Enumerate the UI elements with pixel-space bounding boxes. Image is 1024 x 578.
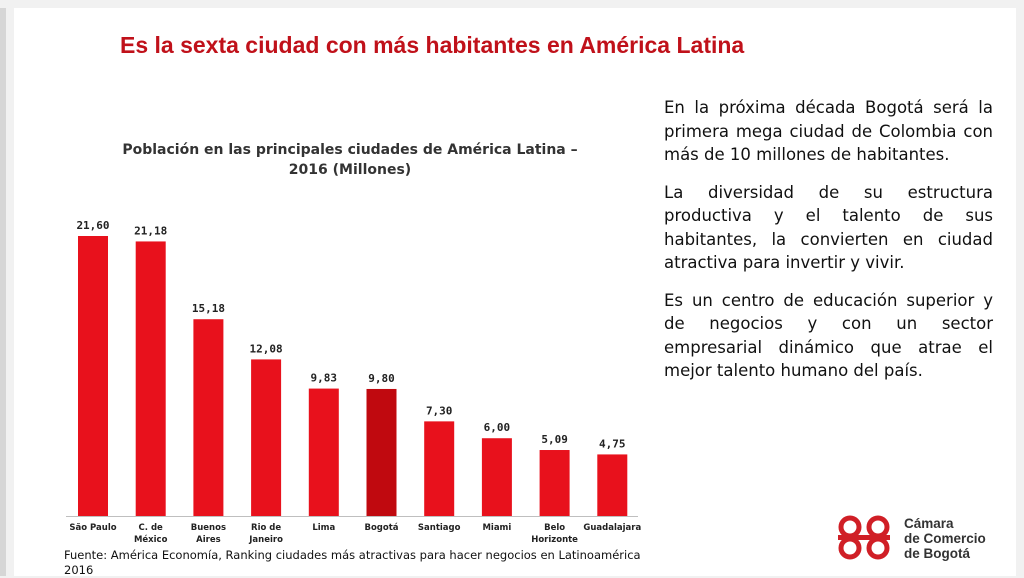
bar-2 — [193, 319, 224, 516]
source-note: Fuente: América Economía, Ranking ciudad… — [64, 548, 641, 577]
body-text: En la próxima década Bogotá será la prim… — [664, 96, 993, 397]
chart-title: Población en las principales ciudades de… — [95, 140, 605, 180]
category-label-3-line-2: Janeiro — [248, 535, 283, 545]
bar-0 — [78, 236, 108, 516]
slide-canvas — [14, 8, 1016, 576]
category-label-2-line-2: Aires — [196, 535, 221, 545]
bar-6 — [424, 421, 455, 516]
data-label-0: 21,60 — [76, 219, 109, 232]
chamber-logo-icon — [838, 515, 890, 560]
data-label-3: 12,08 — [250, 342, 283, 355]
category-label-4: Lima — [312, 523, 335, 533]
body-paragraph-2: La diversidad de su estructura productiv… — [664, 182, 993, 273]
slide-left-edge — [0, 8, 6, 576]
category-label-7: Miami — [482, 523, 511, 533]
data-label-6: 7,30 — [426, 404, 453, 417]
data-label-5: 9,80 — [368, 372, 395, 385]
data-label-9: 4,75 — [599, 437, 626, 450]
chart-title-line-2: 2016 (Millones) — [288, 162, 412, 178]
data-label-4: 9,83 — [311, 372, 338, 385]
bar-3 — [251, 359, 282, 516]
data-label-2: 15,18 — [192, 302, 225, 315]
category-label-0: São Paulo — [69, 523, 116, 533]
category-label-1-line-2: México — [134, 534, 168, 545]
category-label-1-line-1: C. de — [139, 523, 164, 533]
data-label-1: 21,18 — [134, 224, 167, 237]
bar-4 — [308, 388, 339, 516]
bar-1 — [135, 241, 166, 516]
bar-7 — [481, 438, 512, 516]
category-label-2-line-1: Buenos — [191, 523, 226, 533]
bar-5 — [366, 388, 397, 516]
data-label-8: 5,09 — [541, 433, 568, 446]
category-label-6: Santiago — [418, 523, 461, 533]
slide-title: Es la sexta ciudad con más habitantes en… — [120, 32, 745, 58]
bar-8 — [539, 450, 570, 516]
category-label-3-line-1: Rio de — [251, 523, 281, 533]
chart-title-line-1: Población en las principales ciudades de… — [122, 142, 578, 158]
body-paragraph-1: En la próxima década Bogotá será la prim… — [664, 98, 993, 164]
body-paragraph-3: Es un centro de educación superior y de … — [664, 290, 993, 381]
logo-line-3: de Bogotá — [904, 546, 970, 561]
category-label-9: Guadalajara — [583, 523, 641, 533]
bar-9 — [597, 454, 628, 516]
category-label-8-line-1: Belo — [544, 523, 565, 533]
category-label-8-line-2: Horizonte — [531, 535, 578, 545]
category-label-5: Bogotá — [364, 523, 398, 533]
logo-text: Cámara de Comercio de Bogotá — [904, 516, 986, 561]
data-label-7: 6,00 — [484, 421, 511, 434]
logo-line-2: de Comercio — [904, 531, 986, 546]
logo-line-1: Cámara — [904, 516, 954, 531]
